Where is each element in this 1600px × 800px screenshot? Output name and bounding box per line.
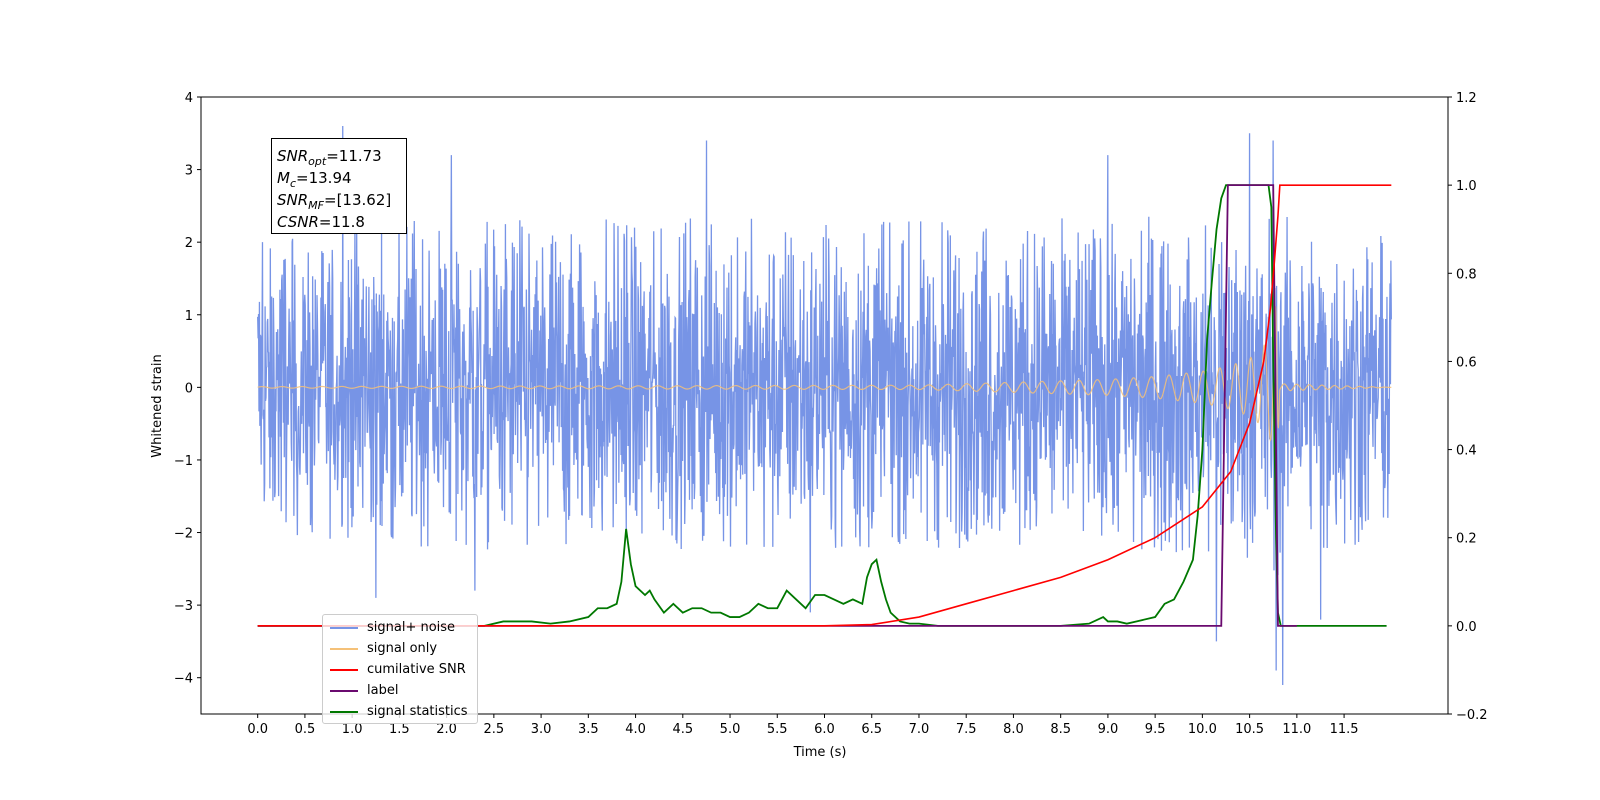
y-tick-label: 0 xyxy=(185,381,193,396)
legend-label: signal statistics xyxy=(367,704,468,719)
x-tick-label: 8.5 xyxy=(1050,722,1071,737)
x-tick-label: 0.5 xyxy=(295,722,316,737)
x-tick-label: 8.0 xyxy=(1003,722,1024,737)
x-tick-label: 1.5 xyxy=(389,722,410,737)
csnr-annotation: CSNR=11.8 xyxy=(277,213,365,231)
x-tick-label: 9.0 xyxy=(1098,722,1119,737)
y-tick-label: −2 xyxy=(174,527,193,542)
x-tick-label: 2.0 xyxy=(436,722,457,737)
x-axis-ticks: 0.0 0.5 1.0 1.5 2.0 2.5 3.0 3.5 4.0 4.5 5.0 5.5 6.0 6… xyxy=(247,714,1359,737)
snr-mf-annotation: SNRMF=[13.62] xyxy=(277,191,392,212)
series-signal-statistics xyxy=(257,184,1387,627)
legend-swatch xyxy=(330,668,358,671)
legend-label: signal only xyxy=(367,641,438,656)
y-axis-label: Whitened strain xyxy=(150,354,165,457)
x-tick-label: 5.5 xyxy=(767,722,788,737)
legend-label: signal+ noise xyxy=(367,620,456,635)
legend-swatch xyxy=(330,710,358,713)
legend: signal+ noise signal only cumilative SNR… xyxy=(322,614,478,724)
x-tick-label: 4.5 xyxy=(672,722,693,737)
y-tick-label: −1 xyxy=(174,454,193,469)
y2-tick-label: 1.0 xyxy=(1456,179,1477,194)
series-label xyxy=(257,184,1297,627)
legend-item-signal-plus-noise: signal+ noise xyxy=(323,617,477,638)
y2-tick-label: 0.4 xyxy=(1456,444,1477,459)
legend-item-cumulative-snr: cumilative SNR xyxy=(323,659,477,680)
signal-statistics-line xyxy=(257,184,1387,627)
legend-label: cumilative SNR xyxy=(367,662,466,677)
y-tick-label: 1 xyxy=(185,309,193,324)
legend-item-label: label xyxy=(323,680,477,701)
chirp-mass-annotation: Mc=13.94 xyxy=(277,169,352,190)
stats-annotation-box: SNRopt=11.73 Mc=13.94 SNRMF=[13.62] CSNR… xyxy=(271,138,407,234)
series-cumulative-snr xyxy=(257,184,1392,627)
x-tick-label: 3.0 xyxy=(531,722,552,737)
legend-label: label xyxy=(367,683,399,698)
x-tick-label: 5.0 xyxy=(720,722,741,737)
y2-tick-label: 0.8 xyxy=(1456,267,1477,282)
x-tick-label: 2.5 xyxy=(484,722,505,737)
x-tick-label: 10.0 xyxy=(1188,722,1217,737)
y-tick-label: 2 xyxy=(185,236,193,251)
x-tick-label: 0.0 xyxy=(247,722,268,737)
x-tick-label: 11.5 xyxy=(1330,722,1359,737)
legend-item-signal-statistics: signal statistics xyxy=(323,701,477,722)
label-line xyxy=(257,184,1297,627)
x-tick-label: 11.0 xyxy=(1282,722,1311,737)
x-tick-label: 7.0 xyxy=(909,722,930,737)
snr-opt-annotation: SNRopt=11.73 xyxy=(277,147,382,168)
signal-only-line xyxy=(257,306,1392,443)
x-tick-label: 6.0 xyxy=(814,722,835,737)
x-tick-label: 3.5 xyxy=(578,722,599,737)
y2-tick-label: 0.6 xyxy=(1456,355,1477,370)
y-axis-right-ticks: 1.2 1.0 0.8 0.6 0.4 0.2 0.0 −0.2 xyxy=(1448,91,1488,723)
x-tick-label: 9.5 xyxy=(1145,722,1166,737)
signal-plus-noise-line xyxy=(257,126,1392,685)
y-axis-left-ticks: 4 3 2 1 0 −1 −2 −3 −4 xyxy=(174,91,201,687)
series-signal-only xyxy=(257,306,1392,443)
series-signal-plus-noise xyxy=(257,126,1392,685)
y2-tick-label: 1.2 xyxy=(1456,91,1477,106)
legend-swatch xyxy=(330,647,358,650)
legend-swatch xyxy=(330,626,358,629)
y-tick-label: 3 xyxy=(185,164,193,179)
x-tick-label: 1.0 xyxy=(342,722,363,737)
cumulative-snr-line xyxy=(257,184,1392,627)
x-axis-label: Time (s) xyxy=(793,745,847,760)
y2-tick-label: 0.2 xyxy=(1456,532,1477,547)
legend-swatch xyxy=(330,689,358,692)
x-tick-label: 10.5 xyxy=(1235,722,1264,737)
y-tick-label: 4 xyxy=(185,91,193,106)
y2-tick-label: −0.2 xyxy=(1456,708,1488,723)
x-tick-label: 7.5 xyxy=(956,722,977,737)
x-tick-label: 4.0 xyxy=(625,722,646,737)
y2-tick-label: 0.0 xyxy=(1456,620,1477,635)
legend-item-signal-only: signal only xyxy=(323,638,477,659)
x-tick-label: 6.5 xyxy=(861,722,882,737)
y-tick-label: −3 xyxy=(174,599,193,614)
y-tick-label: −4 xyxy=(174,672,193,687)
